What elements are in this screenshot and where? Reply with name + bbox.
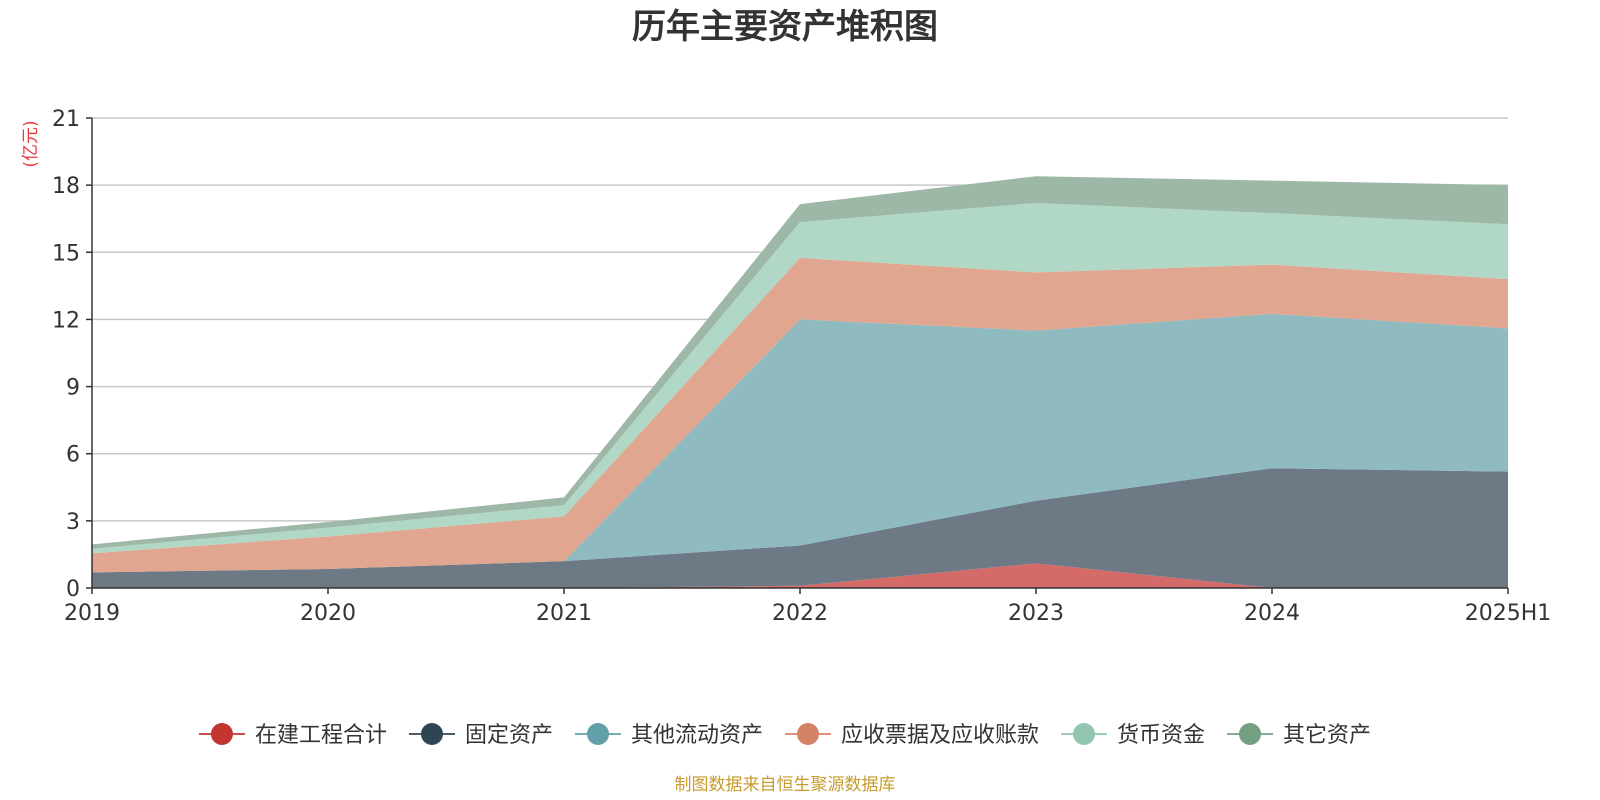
- legend-label-3: 应收票据及应收账款: [841, 723, 1039, 748]
- y-tick-label-0: 0: [66, 577, 80, 602]
- legend-marker-0: [210, 723, 233, 745]
- area-series-5: [92, 176, 1508, 549]
- legend-marker-5: [1239, 723, 1262, 745]
- axes: 0 3 6 9 12 15 18 21 2019 2020 2021 2022 2023 2024 2025…: [52, 107, 1551, 626]
- x-tick-label-1: 2020: [300, 601, 356, 626]
- y-tick-label-2: 6: [66, 443, 80, 468]
- legend-label-2: 其他流动资产: [631, 723, 763, 748]
- legend-label-0: 在建工程合计: [255, 723, 387, 748]
- area-series-3: [92, 257, 1508, 573]
- data-source-note: 制图数据来自恒生聚源数据库: [675, 775, 896, 795]
- x-tick-label-6: 2025H1: [1465, 601, 1552, 626]
- area-series-0: [92, 563, 1508, 588]
- x-tick-label-2: 2021: [536, 601, 592, 626]
- area-series-2: [92, 313, 1508, 573]
- legend[interactable]: 在建工程合计 固定资产 其他流动资产 应收票据及应收账款 货币资金 其它资产: [198, 723, 1371, 748]
- legend-item-4[interactable]: 货币资金: [1061, 723, 1205, 748]
- legend-marker-2: [586, 723, 609, 745]
- legend-item-3[interactable]: 应收票据及应收账款: [785, 723, 1039, 748]
- legend-marker-3: [797, 723, 819, 745]
- y-tick-label-6: 18: [52, 174, 80, 199]
- x-tick-label-5: 2024: [1244, 601, 1300, 626]
- legend-item-5[interactable]: 其它资产: [1227, 723, 1371, 748]
- y-tick-label-5: 15: [52, 241, 80, 266]
- legend-label-4: 货币资金: [1117, 723, 1205, 748]
- y-tick-label-3: 9: [66, 376, 80, 401]
- x-tick-label-3: 2022: [772, 601, 828, 626]
- legend-item-1[interactable]: 固定资产: [408, 723, 553, 748]
- area-series-1: [92, 468, 1508, 588]
- chart-title: 历年主要资产堆积图: [632, 7, 938, 47]
- legend-label-5: 其它资产: [1283, 723, 1371, 748]
- y-tick-label-1: 3: [66, 510, 80, 535]
- y-tick-label-4: 12: [52, 308, 80, 333]
- y-tick-label-7: 21: [52, 107, 80, 132]
- y-axis-unit: (亿元): [21, 120, 41, 167]
- x-tick-label-4: 2023: [1008, 601, 1064, 626]
- legend-marker-1: [420, 723, 443, 745]
- legend-marker-4: [1073, 723, 1096, 745]
- x-tick-label-0: 2019: [64, 601, 120, 626]
- legend-item-0[interactable]: 在建工程合计: [198, 723, 387, 748]
- area-series: [92, 176, 1508, 588]
- area-series-4: [92, 203, 1508, 554]
- legend-label-1: 固定资产: [465, 723, 553, 748]
- legend-item-2[interactable]: 其他流动资产: [574, 723, 763, 748]
